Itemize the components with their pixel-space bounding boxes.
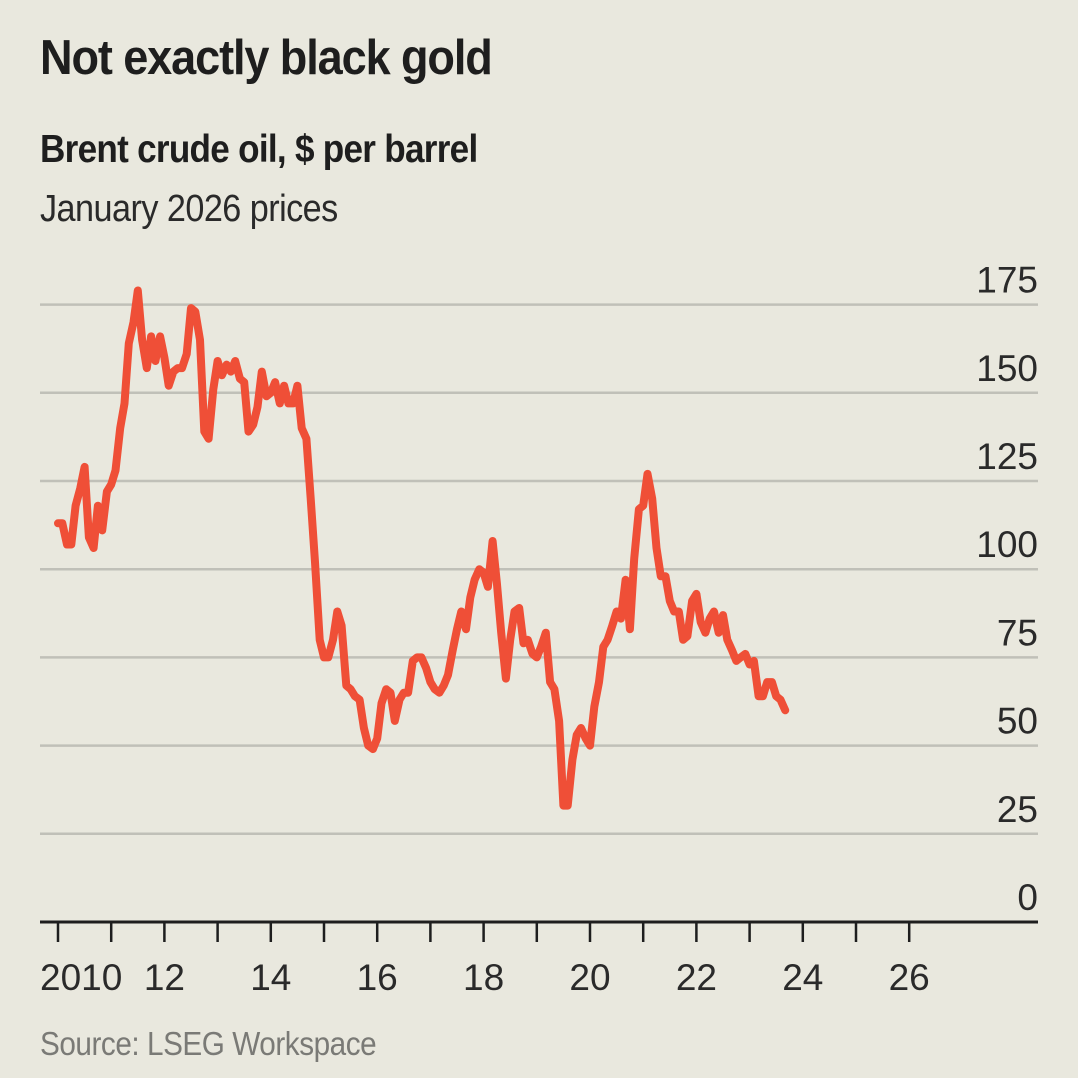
series-group: [54, 286, 790, 810]
x-tick-label-26: 26: [889, 957, 930, 998]
y-tick-label-125: 125: [976, 436, 1038, 477]
chart-subtitle: Brent crude oil, $ per barrel: [40, 128, 478, 171]
source-note: Source: LSEG Workspace: [40, 1025, 377, 1062]
y-axis-tick-labels: 0 25 50 75 100 125 150 175: [976, 260, 1038, 918]
y-tick-label-50: 50: [997, 701, 1038, 742]
series-line-brent-crude: [54, 286, 790, 810]
x-tick-label-24: 24: [782, 957, 823, 998]
y-tick-label-75: 75: [997, 612, 1038, 653]
y-tick-label-0: 0: [1017, 877, 1038, 918]
x-tick-label-12: 12: [144, 957, 185, 998]
x-axis: 2010 12 14 16 18 20 22 24 26: [40, 920, 1038, 998]
x-tick-label-18: 18: [463, 957, 504, 998]
x-tick-label-14: 14: [250, 957, 291, 998]
x-tick-label-2010: 2010: [40, 957, 122, 998]
y-tick-label-100: 100: [976, 524, 1038, 565]
x-tick-label-22: 22: [676, 957, 717, 998]
chart-title: Not exactly black gold: [40, 31, 493, 85]
gridlines: [40, 303, 1038, 836]
x-tick-label-16: 16: [357, 957, 398, 998]
chart-price-basis-note: January 2026 prices: [40, 188, 338, 230]
y-tick-label-150: 150: [976, 348, 1038, 389]
x-tick-label-20: 20: [569, 957, 610, 998]
y-tick-label-175: 175: [976, 260, 1038, 301]
y-tick-label-25: 25: [997, 789, 1038, 830]
